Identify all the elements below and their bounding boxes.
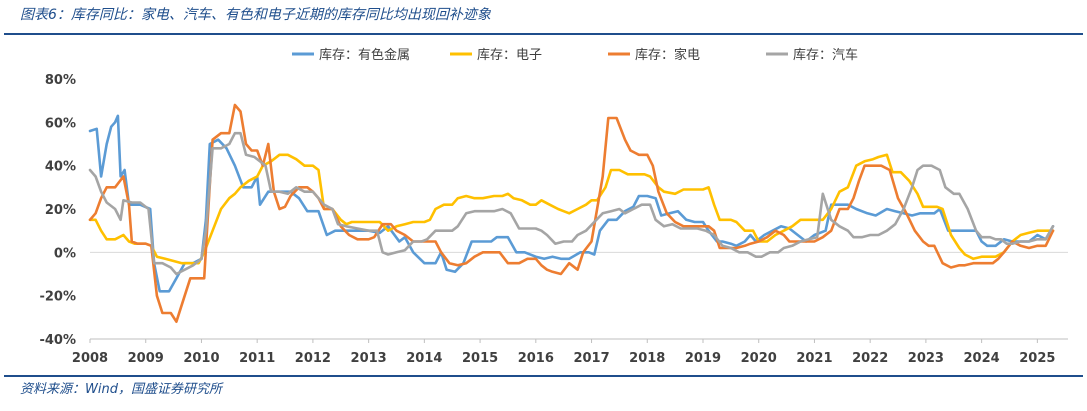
x-tick-label: 2019: [685, 351, 721, 366]
x-tick-label: 2012: [295, 351, 331, 366]
x-tick-label: 2011: [239, 351, 275, 366]
x-tick-label: 2014: [406, 351, 442, 366]
series-line-3: [88, 103, 1055, 323]
x-tick-label: 2010: [183, 351, 219, 366]
y-tick-label: 0%: [54, 246, 76, 261]
x-tick-label: 2015: [462, 351, 498, 366]
y-tick-label: 20%: [45, 203, 76, 218]
x-tick-label: 2025: [1019, 351, 1055, 366]
x-tick-label: 2022: [852, 351, 888, 366]
x-tick-label: 2013: [351, 351, 387, 366]
y-tick-label: 60%: [45, 116, 76, 131]
legend-label: 库存：家电: [635, 47, 700, 63]
legend-label: 库存：电子: [477, 47, 542, 63]
chart-title: 图表6：库存同比：家电、汽车、有色和电子近期的库存同比均出现回补迹象: [20, 7, 491, 23]
x-tick-label: 2017: [573, 351, 609, 366]
x-tick-label: 2021: [796, 351, 832, 366]
legend: 库存：有色金属 库存：电子 库存：家电 库存：汽车: [292, 47, 858, 63]
y-tick-label: -20%: [39, 290, 76, 305]
legend-label: 库存：有色金属: [319, 47, 410, 63]
y-axis: -40% -20% 0% 20% 40% 60% 80%: [39, 73, 76, 348]
legend-label: 库存：汽车: [793, 47, 858, 63]
x-tick-label: 2020: [741, 351, 777, 366]
x-tick-label: 2008: [72, 351, 108, 366]
x-tick-label: 2024: [964, 351, 1000, 366]
series-line-2: [88, 153, 1055, 265]
series-line-4: [88, 131, 1055, 276]
top-divider: [4, 33, 1083, 35]
x-tick-label: 2018: [629, 351, 665, 366]
x-axis: 2008 2009 2010 2011 2012 2013 2014 2015 2016 2017…: [72, 338, 1068, 366]
x-tick-label: 2009: [128, 351, 164, 366]
source-note: 资料来源：Wind，国盛证券研究所: [20, 382, 222, 397]
y-tick-label: -40%: [39, 333, 76, 348]
plot-area: [88, 103, 1068, 323]
chart-canvas: 库存：有色金属 库存：电子 库存：家电 库存：汽车 -40% -20% 0% 20% 40% 6…: [39, 47, 1068, 366]
x-tick-label: 2016: [518, 351, 554, 366]
x-tick-label: 2023: [908, 351, 944, 366]
y-tick-label: 80%: [45, 73, 76, 88]
y-tick-label: 40%: [45, 160, 76, 175]
bottom-divider: [4, 375, 1083, 377]
